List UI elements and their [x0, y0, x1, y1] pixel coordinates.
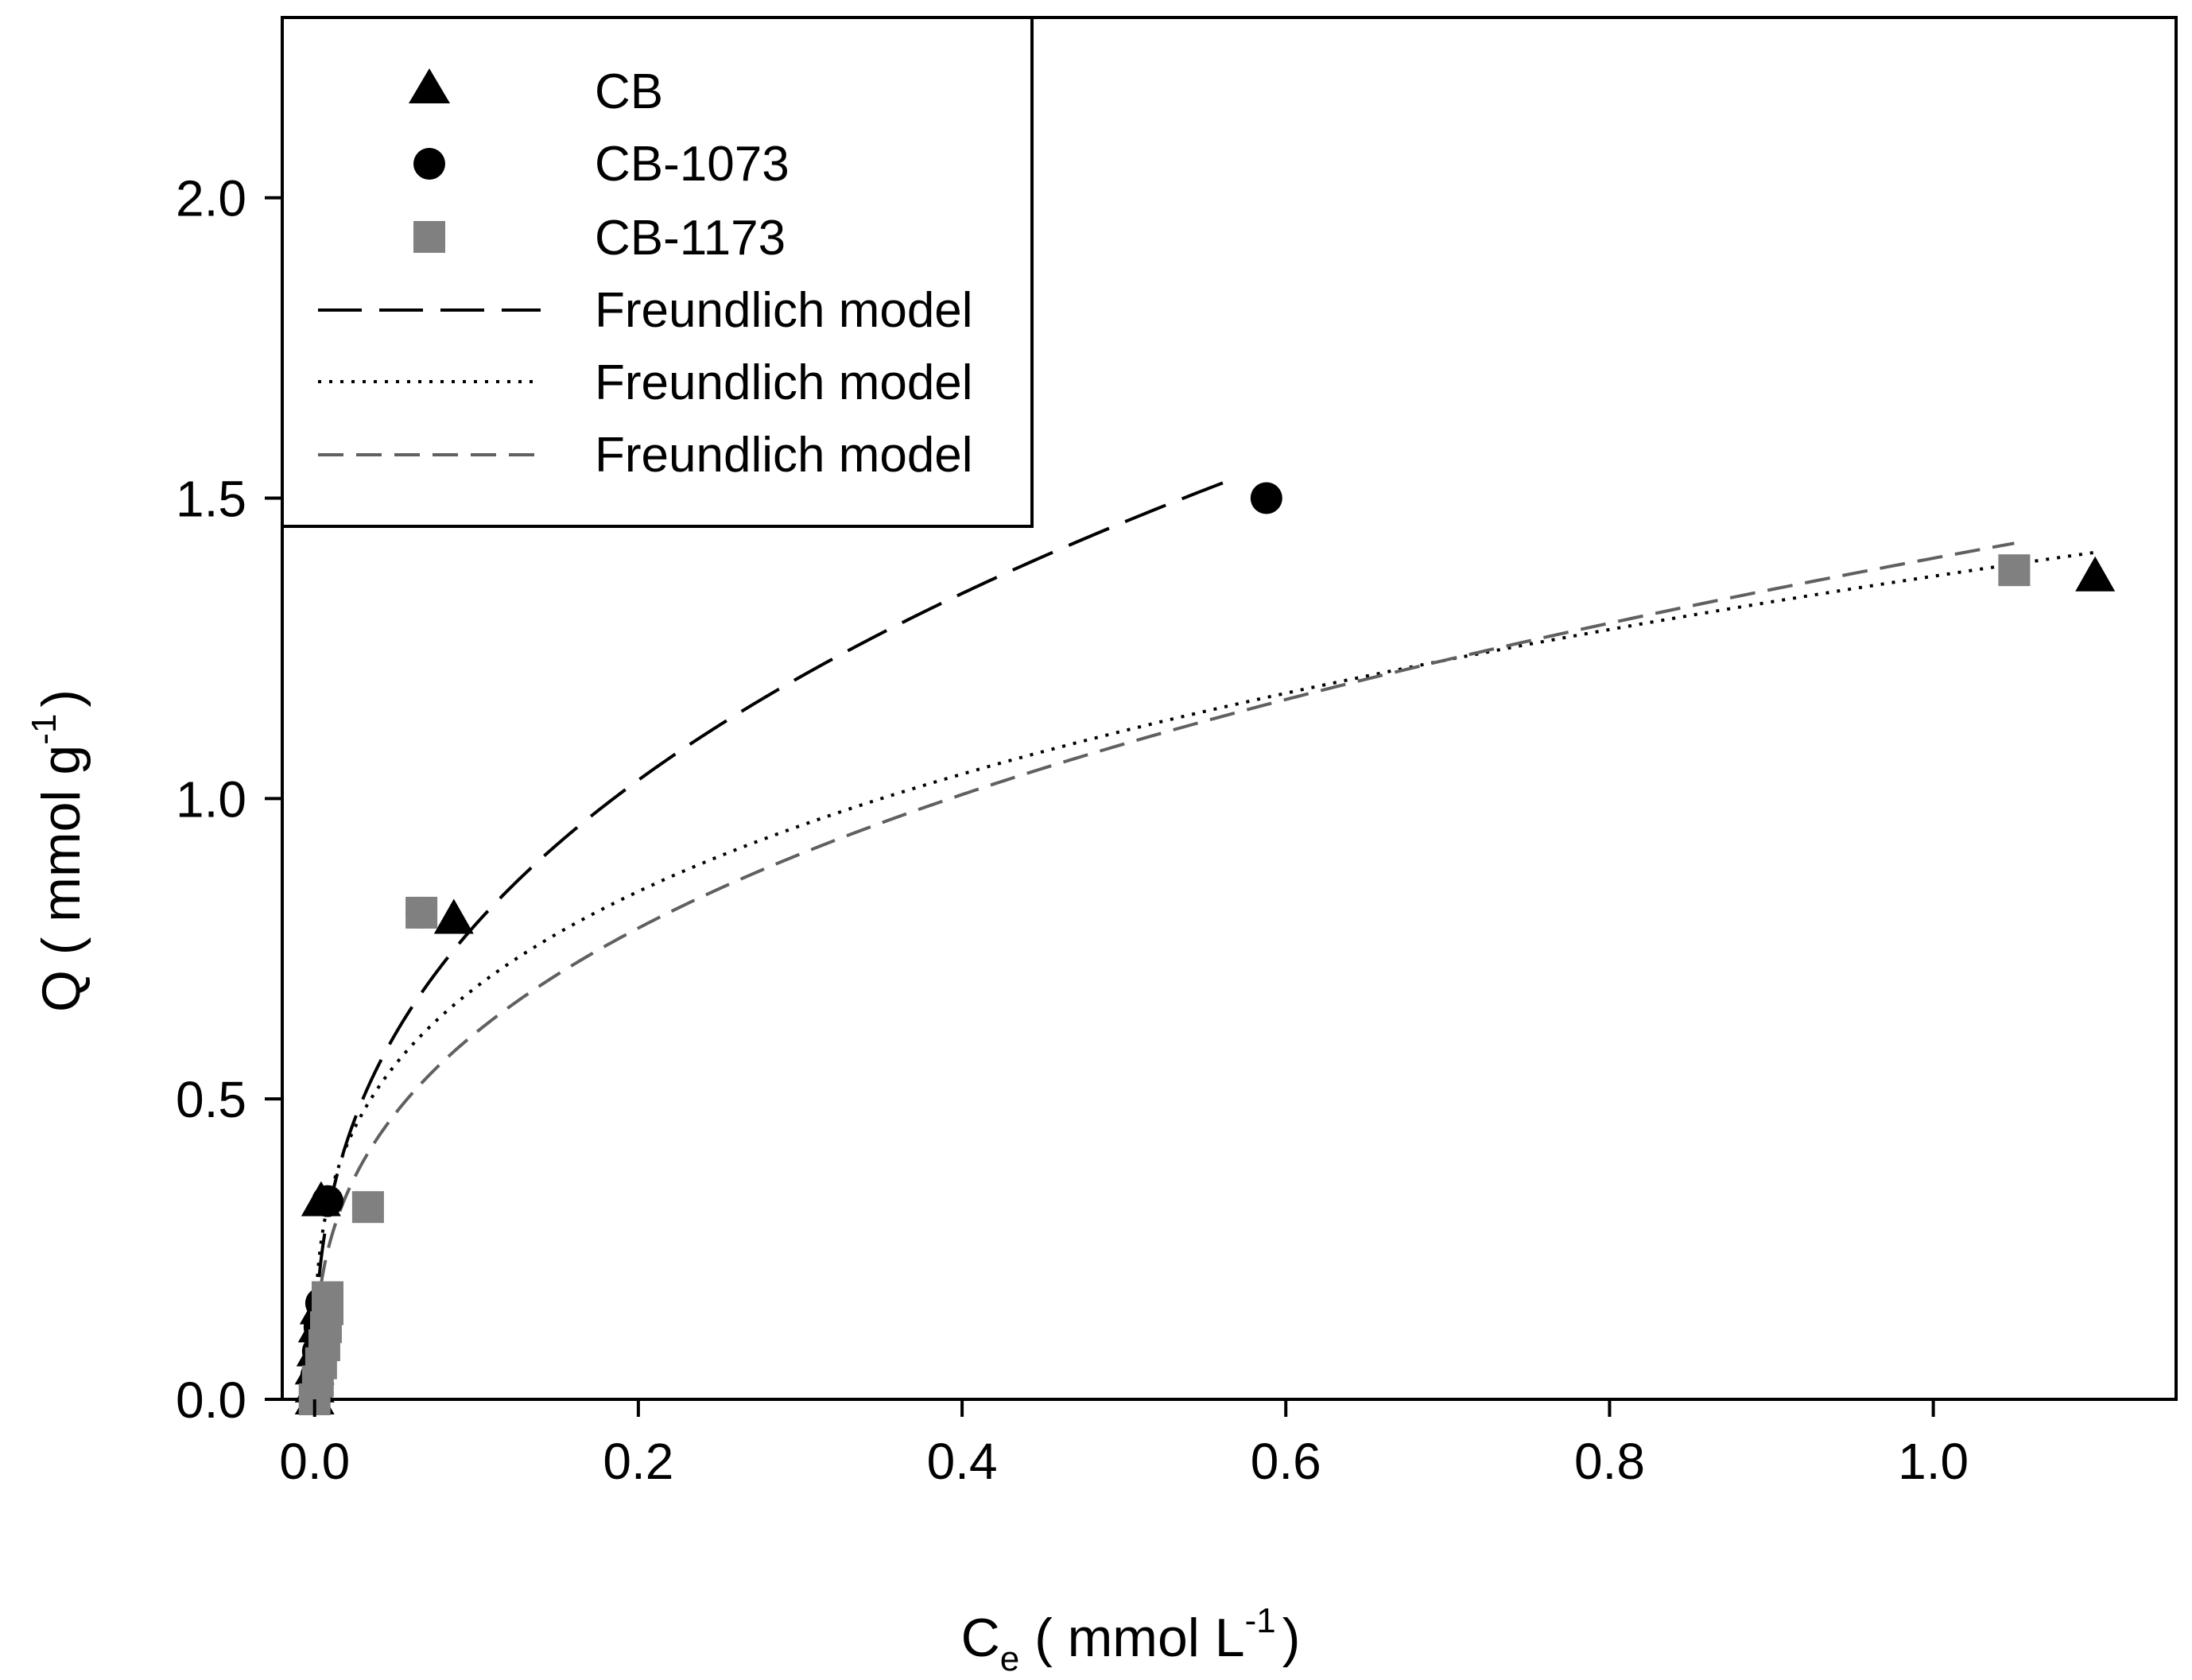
- freundlich-curve-3: [312, 541, 2015, 1400]
- legend-marker-cb-1073: [413, 148, 445, 180]
- legend-label-freundlich-3: Freundlich model: [595, 428, 973, 483]
- x-axis-title-main: C: [961, 1608, 1000, 1668]
- x-tick-label: 0.4: [927, 1433, 998, 1490]
- y-axis-title-close: ): [31, 689, 91, 708]
- x-tick-label: 0.6: [1251, 1433, 1321, 1490]
- point-cb-1173: [351, 1191, 384, 1224]
- legend-label-cb: CB: [595, 64, 663, 119]
- legend-label-freundlich-2: Freundlich model: [595, 355, 973, 410]
- x-axis-title-sup: -1: [1245, 1601, 1276, 1640]
- y-tick-label: 1.5: [176, 471, 246, 528]
- points-layer: [294, 482, 2116, 1415]
- x-tick-label: 0.8: [1574, 1433, 1645, 1490]
- y-tick-label: 0.0: [176, 1372, 246, 1429]
- y-tick-label: 2.0: [176, 170, 246, 227]
- x-axis-title-sub: e: [1000, 1639, 1019, 1678]
- x-axis-title-units: ( mmol L: [1019, 1608, 1244, 1668]
- freundlich-curve-2: [312, 550, 2096, 1400]
- point-cb-1173: [1998, 554, 2031, 587]
- point-cb: [433, 898, 474, 934]
- y-tick-label: 0.5: [176, 1071, 246, 1128]
- point-cb-1173: [312, 1281, 344, 1313]
- ticks-layer: 0.0 0.2 0.4 0.6 0.8 1.0 0.0 0.5 1.0 1.5 2.0: [176, 170, 1969, 1490]
- y-axis-title-sup: -1: [25, 714, 64, 745]
- x-tick-label: 1.0: [1898, 1433, 1969, 1490]
- x-axis-title: Ce ( mmol L-1): [961, 1601, 1301, 1678]
- x-tick-label: 0.0: [279, 1433, 350, 1490]
- plot-area-border: [281, 16, 2178, 1401]
- legend-box: [281, 16, 1034, 528]
- y-axis-title: Q ( mmol g-1): [25, 689, 91, 1012]
- legend-label-cb-1073: CB-1073: [595, 137, 790, 192]
- x-tick-label: 0.2: [603, 1433, 673, 1490]
- x-axis-title-close: ): [1282, 1608, 1301, 1668]
- point-cb-1073: [1250, 482, 1282, 514]
- legend-marker-cb: [409, 68, 450, 103]
- point-cb-1173: [405, 896, 438, 929]
- point-cb: [2075, 556, 2116, 592]
- plot-frame: [281, 16, 2178, 1401]
- freundlich-curve-1: [312, 475, 1238, 1400]
- legend-label-freundlich-1: Freundlich model: [595, 283, 973, 338]
- legend-label-cb-1173: CB-1173: [595, 211, 786, 266]
- point-cb-1073: [312, 1185, 344, 1217]
- legend: CB CB-1073 CB-1173 Freundlich model Freu…: [281, 16, 1034, 528]
- curves-layer: [312, 475, 2096, 1400]
- y-axis-title-main: Q ( mmol g: [31, 745, 91, 1012]
- y-tick-label: 1.0: [176, 770, 246, 828]
- legend-marker-cb-1173: [413, 221, 445, 253]
